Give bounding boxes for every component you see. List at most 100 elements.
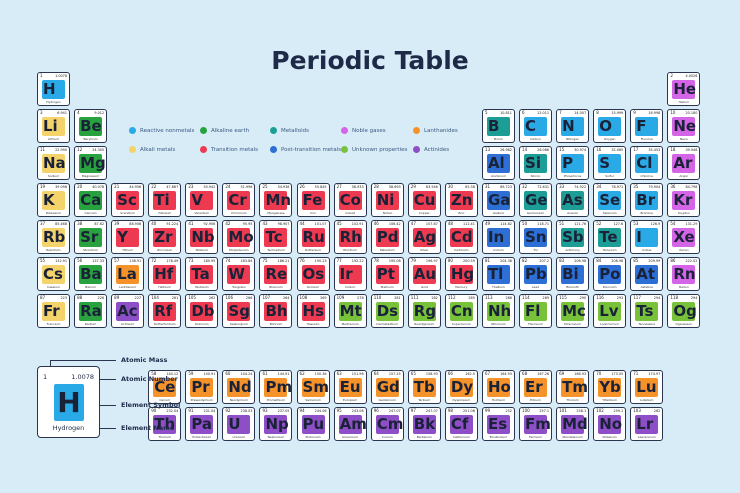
element-au[interactable]: 79 196.97 Au Gold bbox=[407, 257, 441, 291]
element-bi[interactable]: 83 208.98 Bi Bismuth bbox=[556, 257, 590, 291]
element-ta[interactable]: 73 180.95 Ta Tantalum bbox=[185, 257, 219, 291]
element-br[interactable]: 35 79.904 Br Bromine bbox=[630, 183, 664, 217]
element-sn[interactable]: 50 118.71 Sn Tin bbox=[519, 220, 553, 254]
element-al[interactable]: 13 26.982 Al Aluminum bbox=[481, 146, 515, 180]
element-lu[interactable]: 71 174.97 Lu Lutetium bbox=[630, 370, 664, 404]
element-np[interactable]: 93 237.05 Np Neptunium bbox=[259, 407, 293, 441]
element-w[interactable]: 74 183.84 W Tungsten bbox=[222, 257, 256, 291]
element-y[interactable]: 39 88.906 Y Yttrium bbox=[111, 220, 145, 254]
element-cu[interactable]: 29 63.546 Cu Copper bbox=[407, 183, 441, 217]
element-ac[interactable]: 89 227 Ac Actinium bbox=[111, 294, 145, 328]
element-nh[interactable]: 113 286 Nh Nihonium bbox=[481, 294, 515, 328]
element-hg[interactable]: 80 200.59 Hg Mercury bbox=[444, 257, 478, 291]
element-ca[interactable]: 20 40.078 Ca Calcium bbox=[74, 183, 108, 217]
element-in[interactable]: 49 114.82 In Indium bbox=[481, 220, 515, 254]
element-nb[interactable]: 41 92.906 Nb Niobium bbox=[185, 220, 219, 254]
element-sm[interactable]: 62 150.36 Sm Samarium bbox=[296, 370, 330, 404]
element-ce[interactable]: 58 140.12 Ce Cerium bbox=[148, 370, 182, 404]
element-i[interactable]: 53 126.9 I Iodine bbox=[630, 220, 664, 254]
element-ar[interactable]: 18 39.948 Ar Argon bbox=[667, 146, 701, 180]
element-fm[interactable]: 100 257.1 Fm Fermium bbox=[519, 407, 553, 441]
element-u[interactable]: 92 238.03 U Uranium bbox=[222, 407, 256, 441]
element-f[interactable]: 9 18.998 F Fluorine bbox=[630, 109, 664, 143]
element-tb[interactable]: 65 158.93 Tb Terbium bbox=[407, 370, 441, 404]
element-ni[interactable]: 28 58.693 Ni Nickel bbox=[370, 183, 404, 217]
element-pb[interactable]: 82 207.2 Pb Lead bbox=[519, 257, 553, 291]
element-kr[interactable]: 36 84.798 Kr Krypton bbox=[667, 183, 701, 217]
element-sb[interactable]: 51 121.76 Sb Antimony bbox=[556, 220, 590, 254]
element-lr[interactable]: 103 262 Lr Lawrencium bbox=[630, 407, 664, 441]
element-rg[interactable]: 111 282 Rg Roentgenium bbox=[407, 294, 441, 328]
element-zn[interactable]: 30 65.38 Zn Zinc bbox=[444, 183, 478, 217]
element-sc[interactable]: 21 44.956 Sc Scandium bbox=[111, 183, 145, 217]
element-th[interactable]: 90 232.04 Th Thorium bbox=[148, 407, 182, 441]
element-pr[interactable]: 59 140.91 Pr Praseodymium bbox=[185, 370, 219, 404]
element-sg[interactable]: 106 266 Sg Seaborgium bbox=[222, 294, 256, 328]
element-es[interactable]: 99 252 Es Einsteinium bbox=[481, 407, 515, 441]
element-he[interactable]: 2 4.0026 He Helium bbox=[667, 72, 701, 106]
element-rh[interactable]: 45 102.91 Rh Rhodium bbox=[333, 220, 367, 254]
element-bk[interactable]: 97 247.07 Bk Berkelium bbox=[407, 407, 441, 441]
element-co[interactable]: 27 58.933 Co Cobalt bbox=[333, 183, 367, 217]
element-cr[interactable]: 24 51.996 Cr Chromium bbox=[222, 183, 256, 217]
element-hs[interactable]: 108 269 Hs Hassium bbox=[296, 294, 330, 328]
element-cf[interactable]: 98 251.08 Cf Californium bbox=[444, 407, 478, 441]
element-mc[interactable]: 115 290 Mc Moscovium bbox=[556, 294, 590, 328]
element-ir[interactable]: 77 192.22 Ir Iridium bbox=[333, 257, 367, 291]
element-se[interactable]: 34 78.971 Se Selenium bbox=[593, 183, 627, 217]
element-og[interactable]: 118 294 Og Oganesson bbox=[667, 294, 701, 328]
element-ne[interactable]: 10 20.180 Ne Neon bbox=[667, 109, 701, 143]
element-sr[interactable]: 38 87.62 Sr Strontium bbox=[74, 220, 108, 254]
element-xe[interactable]: 54 131.29 Xe Xenon bbox=[667, 220, 701, 254]
element-re[interactable]: 75 186.21 Re Rhenium bbox=[259, 257, 293, 291]
element-eu[interactable]: 63 151.96 Eu Europium bbox=[333, 370, 367, 404]
element-er[interactable]: 68 167.26 Er Erbium bbox=[519, 370, 553, 404]
element-be[interactable]: 4 9.012 Be Beryllium bbox=[74, 109, 108, 143]
element-s[interactable]: 16 32.065 S Sulfur bbox=[593, 146, 627, 180]
element-fl[interactable]: 114 289 Fl Flerovium bbox=[519, 294, 553, 328]
element-no[interactable]: 102 259.1 No Nobelium bbox=[593, 407, 627, 441]
element-ti[interactable]: 22 47.867 Ti Titanium bbox=[148, 183, 182, 217]
element-tl[interactable]: 81 204.38 Tl Thallium bbox=[481, 257, 515, 291]
element-gd[interactable]: 64 157.25 Gd Gadolinium bbox=[370, 370, 404, 404]
element-ba[interactable]: 56 137.33 Ba Barium bbox=[74, 257, 108, 291]
element-os[interactable]: 76 190.23 Os Osmium bbox=[296, 257, 330, 291]
element-ho[interactable]: 67 164.93 Ho Holmium bbox=[481, 370, 515, 404]
element-te[interactable]: 52 127.6 Te Tellurium bbox=[593, 220, 627, 254]
element-tm[interactable]: 69 168.93 Tm Thulium bbox=[556, 370, 590, 404]
element-ds[interactable]: 110 281 Ds Darmstadtium bbox=[370, 294, 404, 328]
element-fe[interactable]: 26 55.845 Fe Iron bbox=[296, 183, 330, 217]
element-cl[interactable]: 17 35.453 Cl Chlorine bbox=[630, 146, 664, 180]
element-n[interactable]: 7 14.007 N Nitrogen bbox=[556, 109, 590, 143]
element-v[interactable]: 23 50.942 V Vanadium bbox=[185, 183, 219, 217]
element-rf[interactable]: 104 261 Rf Rutherfordium bbox=[148, 294, 182, 328]
element-ag[interactable]: 47 107.87 Ag Silver bbox=[407, 220, 441, 254]
element-cs[interactable]: 55 132.91 Cs Caesium bbox=[37, 257, 70, 291]
element-ge[interactable]: 32 72.631 Ge Germanium bbox=[519, 183, 553, 217]
element-db[interactable]: 105 262 Db Dubnium bbox=[185, 294, 219, 328]
element-mg[interactable]: 12 24.305 Mg Magnesium bbox=[74, 146, 108, 180]
element-hf[interactable]: 72 178.49 Hf Hafnium bbox=[148, 257, 182, 291]
element-pd[interactable]: 46 106.42 Pd Palladium bbox=[370, 220, 404, 254]
element-mn[interactable]: 25 54.938 Mn Manganese bbox=[259, 183, 293, 217]
element-ru[interactable]: 44 101.07 Ru Ruthenium bbox=[296, 220, 330, 254]
element-h[interactable]: 1 1.0078 H Hydrogen bbox=[37, 72, 70, 106]
element-mo[interactable]: 42 95.95 Mo Molybdenum bbox=[222, 220, 256, 254]
element-pa[interactable]: 91 231.04 Pa Protactinium bbox=[185, 407, 219, 441]
element-dy[interactable]: 66 162.5 Dy Dysprosium bbox=[444, 370, 478, 404]
element-pm[interactable]: 61 144.91 Pm Promethium bbox=[259, 370, 293, 404]
element-bh[interactable]: 107 264 Bh Bohrium bbox=[259, 294, 293, 328]
element-cd[interactable]: 48 112.41 Cd Cadmium bbox=[444, 220, 478, 254]
element-ra[interactable]: 88 226 Ra Radium bbox=[74, 294, 108, 328]
element-ts[interactable]: 117 294 Ts Tennessine bbox=[630, 294, 664, 328]
element-c[interactable]: 6 12.011 C Carbon bbox=[519, 109, 553, 143]
element-as[interactable]: 33 74.922 As Arsenic bbox=[556, 183, 590, 217]
element-cm[interactable]: 96 247.07 Cm Curium bbox=[370, 407, 404, 441]
element-ga[interactable]: 31 69.723 Ga Gallium bbox=[481, 183, 515, 217]
element-fr[interactable]: 87 223 Fr Francium bbox=[37, 294, 70, 328]
element-at[interactable]: 85 209.99 At Astatine bbox=[630, 257, 664, 291]
element-pt[interactable]: 78 195.08 Pt Platinum bbox=[370, 257, 404, 291]
element-nd[interactable]: 60 144.24 Nd Neodymium bbox=[222, 370, 256, 404]
element-cn[interactable]: 112 285 Cn Copernicium bbox=[444, 294, 478, 328]
element-p[interactable]: 15 30.974 P Phosphorus bbox=[556, 146, 590, 180]
